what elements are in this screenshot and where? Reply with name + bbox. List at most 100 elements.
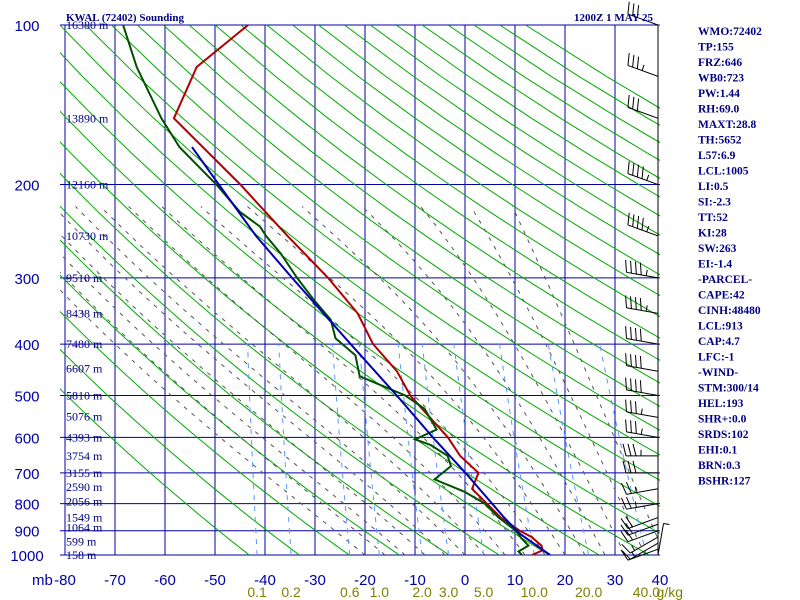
wind-barb (625, 419, 659, 438)
wind-barb-flag (641, 166, 644, 179)
wind-barb-flag (625, 399, 627, 412)
stability-index-item: TP:155 (698, 42, 734, 54)
stability-index-item: LI:0.5 (698, 181, 729, 193)
parcel-profile-line (191, 146, 551, 555)
moist-adiabat-line (60, 271, 386, 555)
dry-adiabat-line (318, 25, 660, 256)
wind-barb-flag (632, 460, 637, 474)
wind-barb-flag (627, 95, 630, 108)
temperature-tick-label: 40 (652, 572, 669, 589)
height-label: 12160 m (66, 178, 109, 192)
wind-barb-flag (639, 298, 642, 311)
dry-adiabat-line (60, 348, 300, 555)
dry-adiabat-line (60, 205, 500, 555)
wind-barb-staff (626, 271, 659, 279)
wind-barb-flag (630, 260, 632, 274)
stability-index-item: SI:-2.3 (698, 197, 731, 209)
wind-barb-flag (634, 401, 637, 414)
wind-barb (657, 522, 670, 556)
mixing-ratio-label: 40.0 (633, 584, 660, 600)
stability-index-item: HEL:193 (698, 398, 744, 410)
height-label: 9510 m (66, 271, 103, 285)
wind-barb (625, 326, 659, 345)
moist-adiabat-line (60, 252, 406, 555)
wind-barb-flag (630, 354, 632, 367)
temperature-tick-label: 10 (507, 572, 524, 589)
mixing-ratio-label: 5.0 (474, 584, 494, 600)
sounding-profiles (122, 25, 551, 555)
wind-barb-staff (626, 389, 659, 396)
wind-barb (620, 481, 659, 495)
wind-barb-flag (632, 54, 635, 68)
wind-barb-flag (636, 216, 640, 229)
wind-barb-staff (626, 503, 659, 510)
wind-barb (622, 443, 658, 457)
wind-barb-flag (630, 327, 632, 340)
temperature-tick-label: -10 (404, 572, 426, 589)
wind-barb-flag (620, 518, 629, 529)
moist-adiabats (60, 206, 660, 555)
stability-index-item: L57:6.9 (698, 150, 736, 162)
wind-barb-flag (627, 161, 630, 174)
wind-barb-flag (625, 419, 627, 432)
wind-barb-flag (632, 96, 635, 110)
mixing-ratio-label: 10.0 (521, 584, 548, 600)
pressure-tick-label: 800 (14, 497, 39, 514)
temperature-tick-label: -50 (204, 572, 226, 589)
wind-barb-staff (627, 173, 659, 186)
dry-adiabat-line (214, 25, 660, 339)
wind-barb-staff (626, 431, 659, 438)
wind-barb-flag (639, 328, 642, 342)
wind-barb-half-flag (646, 174, 650, 181)
wind-barb-staff (626, 411, 659, 418)
mixing-ratio-line (421, 344, 450, 555)
wind-barb-flag (634, 379, 637, 392)
dry-adiabat-line (60, 81, 660, 534)
moist-adiabat-line (470, 206, 646, 555)
wind-barb (625, 399, 659, 418)
height-label: 10730 m (66, 229, 109, 243)
pressure-tick-label: 400 (14, 337, 39, 354)
mixing-ratio-label: 1.0 (370, 584, 390, 600)
height-label: 8438 m (66, 306, 103, 320)
wind-barb-flag (620, 524, 629, 536)
wind-barb-staff (627, 13, 659, 26)
wind-barb-flag (625, 481, 632, 494)
stability-index-item: SW:263 (698, 243, 737, 255)
stability-index-item: LFC:-1 (698, 352, 735, 364)
wind-barb-staff (627, 548, 659, 561)
stability-indices-panel: WMO:72402 TP:155 FRZ:646 WB0:723 PW:1.44 RH:6… (698, 26, 762, 488)
height-label: 599 m (66, 534, 97, 548)
wind-barb-half-flag (645, 305, 648, 312)
pressure-tick-label: 700 (14, 466, 39, 483)
wind-barb (620, 516, 659, 530)
stability-index-item: CINH:48480 (698, 305, 761, 317)
wind-barb-flag (627, 443, 632, 456)
stability-index-item: RH:69.0 (698, 104, 739, 116)
wind-barb-flag (634, 355, 637, 368)
wind-barb-flag (636, 164, 640, 178)
chart-title: KWAL (72402) Sounding (66, 12, 184, 24)
wind-barb-flag (636, 56, 640, 69)
dry-adiabat-line (60, 51, 660, 507)
dry-adiabat-line (60, 172, 550, 555)
wind-barb-flag (641, 217, 644, 231)
wind-barb-flag (636, 5, 640, 18)
moist-adiabat-line (511, 206, 660, 545)
wind-barb-flag (627, 53, 630, 66)
wind-barb (625, 353, 659, 372)
dry-adiabat-line (60, 25, 660, 481)
temperature-tick-label: 30 (607, 572, 624, 589)
wind-barb-flag (636, 98, 640, 111)
moist-adiabat-line (60, 289, 366, 555)
wind-barb (627, 53, 659, 77)
wind-barb-half-flag (646, 225, 650, 232)
wind-barb-flag (625, 516, 634, 528)
mixing-ratio-label: 20.0 (575, 584, 602, 600)
height-label: 3754 m (66, 449, 103, 463)
stability-index-item: -WIND- (698, 367, 738, 379)
mixing-ratio-line (547, 344, 590, 555)
wind-barbs (620, 1, 670, 561)
